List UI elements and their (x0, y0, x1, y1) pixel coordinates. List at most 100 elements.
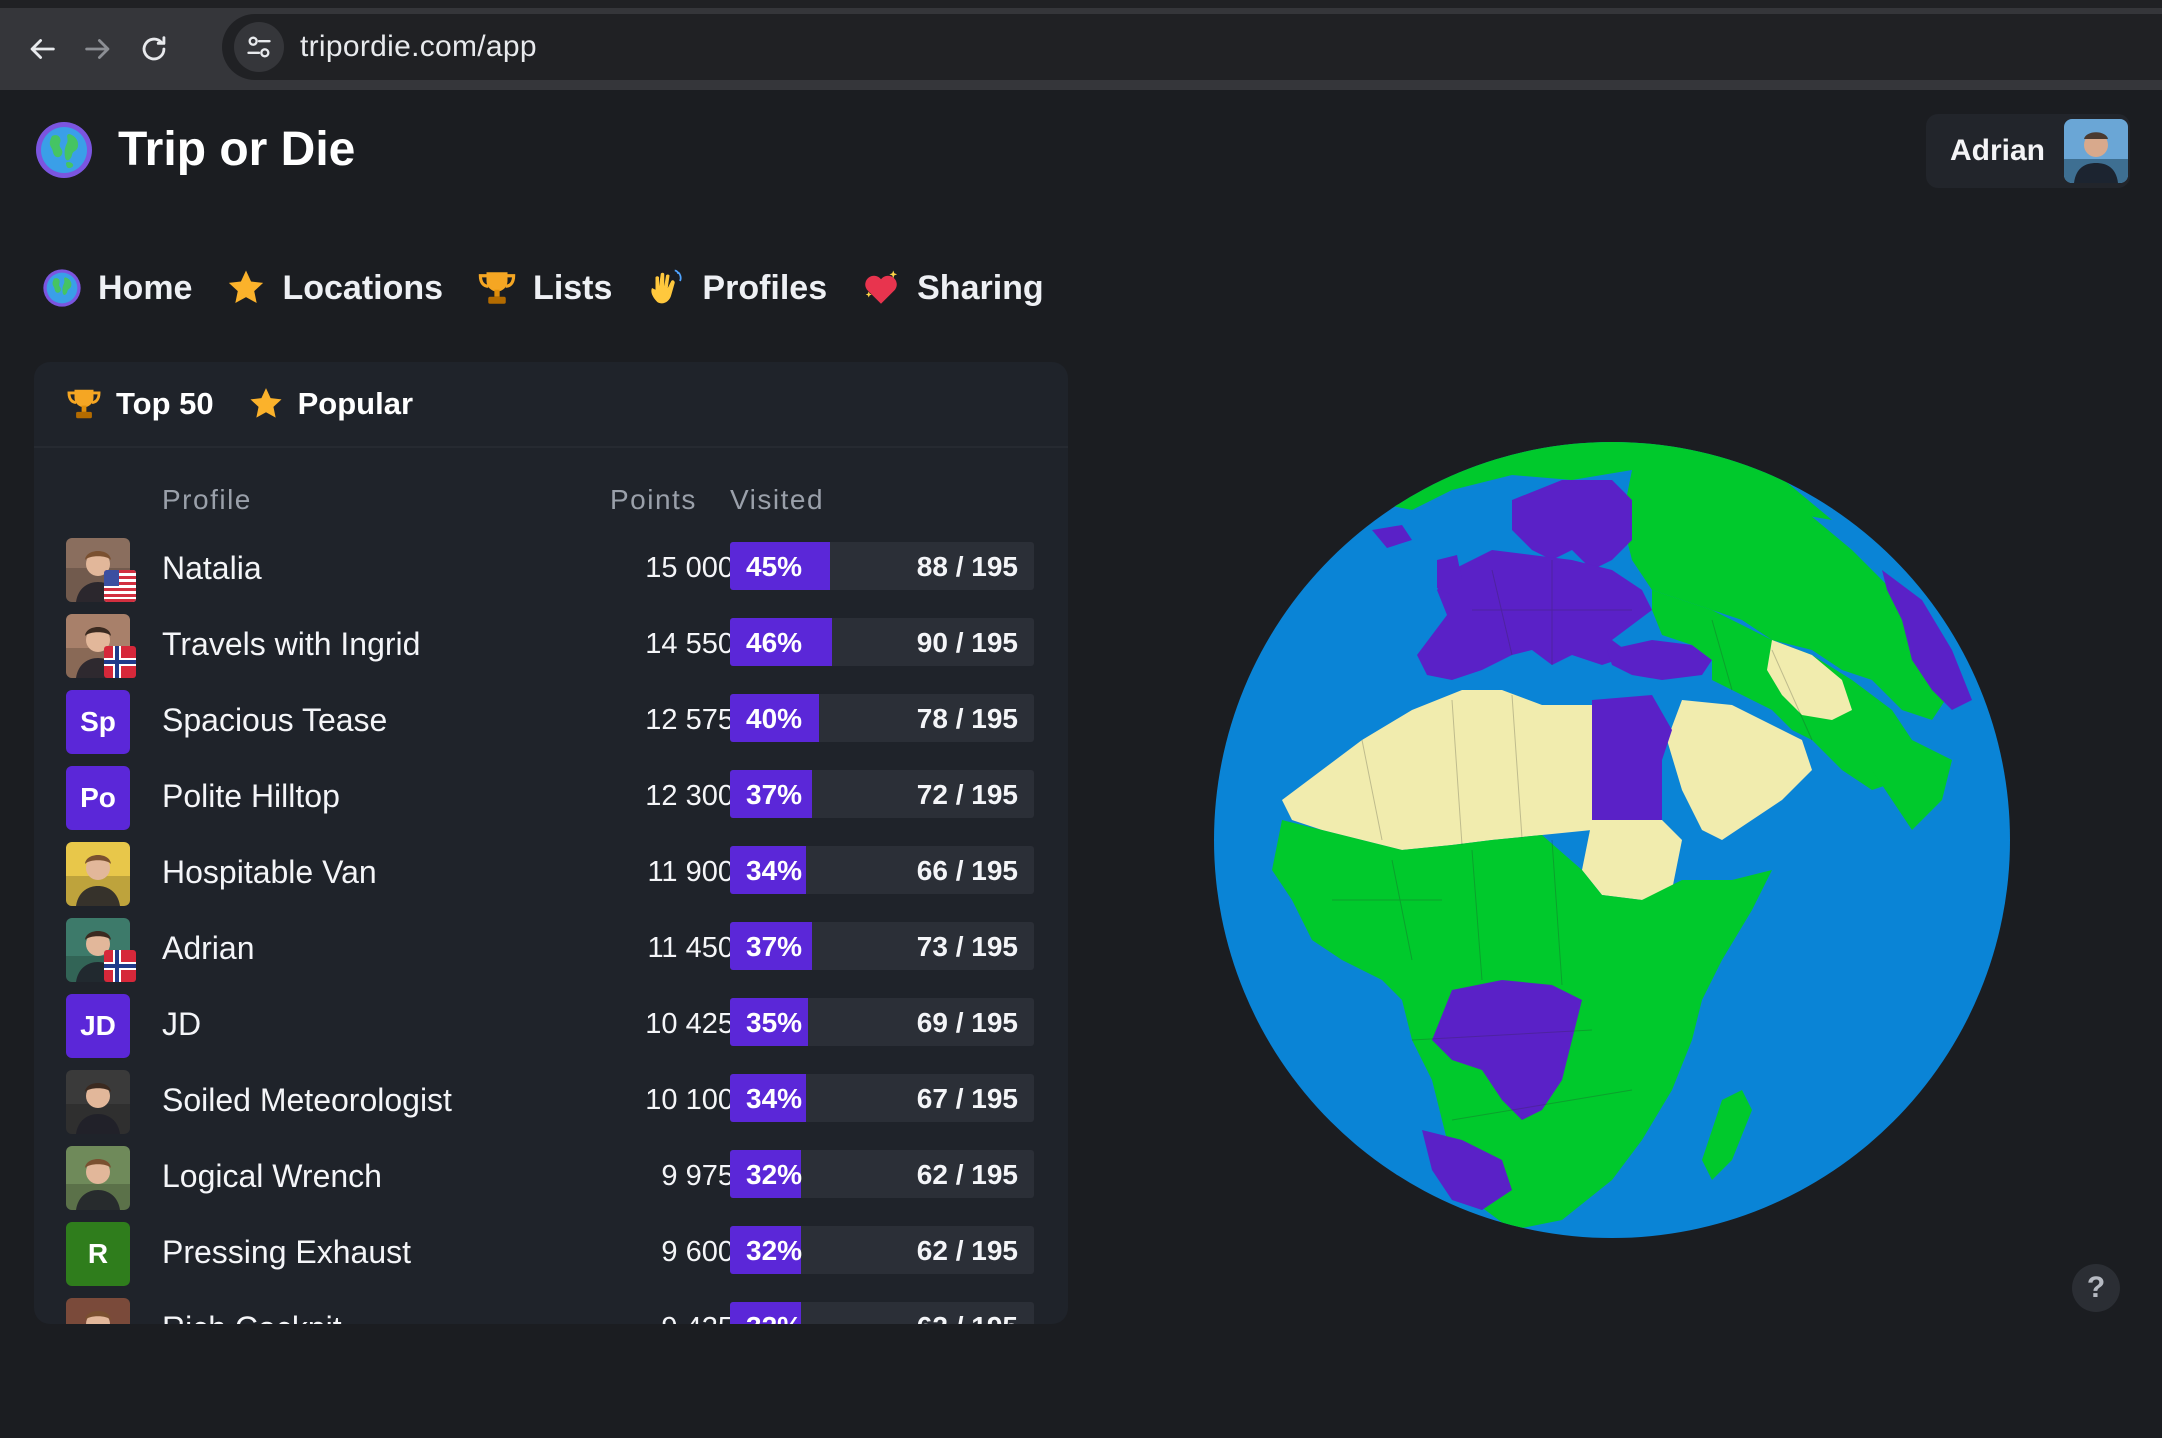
app-header: Trip or Die Adrian (0, 90, 2162, 210)
leaderboard-row[interactable]: Adrian 11 450 37% 73 / 195 (34, 912, 1068, 988)
leaderboard-tabs: Top 50 Popular (34, 362, 1068, 448)
points-value: 9 975 (661, 1160, 734, 1192)
site-settings-button[interactable] (234, 22, 284, 72)
leaderboard-row[interactable]: Logical Wrench 9 975 32% 62 / 195 (34, 1140, 1068, 1216)
avatar[interactable] (66, 1298, 130, 1324)
avatar-initials: R (87, 1238, 109, 1269)
visited-progress-fill (730, 1226, 801, 1274)
tab-top-50-label: Top 50 (116, 386, 214, 421)
land-arabia[interactable] (1667, 700, 1812, 840)
avatar-initials: JD (80, 1010, 116, 1041)
visited-count: 62 / 195 (916, 1235, 1018, 1266)
land-turkey[interactable] (1607, 640, 1712, 680)
avatar[interactable] (66, 1070, 130, 1134)
avatar[interactable]: R (66, 1222, 130, 1286)
land-sudan[interactable] (1582, 820, 1682, 900)
land-uk[interactable] (1437, 555, 1462, 595)
visited-count: 66 / 195 (916, 855, 1018, 886)
nav-profiles[interactable]: Profiles (644, 266, 827, 310)
address-bar[interactable]: tripordie.com/app (222, 14, 2162, 80)
visited-progress-fill (730, 998, 808, 1046)
land-europe[interactable] (1417, 550, 1652, 680)
leaderboard-row[interactable]: R Pressing Exhaust 9 600 32% 62 / 195 (34, 1216, 1068, 1292)
land-far-east[interactable] (1882, 570, 1972, 710)
profile-name[interactable]: Natalia (162, 550, 262, 586)
country-borders (1332, 560, 1813, 1121)
leaderboard-row[interactable]: Hospitable Van 11 900 34% 66 / 195 (34, 836, 1068, 912)
visited-count: 78 / 195 (916, 703, 1018, 734)
avatar[interactable]: Sp (66, 690, 130, 754)
profile-name[interactable]: Soiled Meteorologist (162, 1082, 452, 1118)
points-value: 9 425 (554, 1312, 734, 1324)
visited-count: 62 / 195 (917, 1311, 1018, 1324)
column-header-points[interactable]: Points (610, 484, 697, 515)
leaderboard-row[interactable]: Natalia 15 000 45% 88 / 195 (34, 532, 1068, 608)
profile-name[interactable]: Pressing Exhaust (162, 1234, 412, 1270)
land-russia[interactable] (1622, 470, 1952, 720)
visited-count: 88 / 195 (916, 551, 1018, 582)
tab-popular[interactable]: Popular (246, 384, 413, 424)
leaderboard-panel: Top 50 Popular Profile Points Visited Na… (34, 362, 1068, 1324)
nav-home[interactable]: Home (40, 266, 192, 310)
column-header-visited[interactable]: Visited (730, 484, 825, 515)
visited-progress-bar: 37% 73 / 195 (730, 922, 1034, 970)
app-title[interactable]: Trip or Die (118, 123, 356, 176)
url-text[interactable]: tripordie.com/app (300, 30, 537, 63)
land-scandinavia[interactable] (1512, 480, 1632, 570)
visited-progress-bar: 32% 62 / 195 (730, 1302, 1034, 1324)
nav-sharing[interactable]: Sharing (859, 266, 1044, 310)
world-globe-map[interactable] (1212, 440, 2012, 1240)
profile-name[interactable]: Logical Wrench (162, 1158, 382, 1194)
avatar[interactable]: Po (66, 766, 130, 830)
land-southern-africa[interactable] (1422, 1130, 1512, 1210)
help-button[interactable]: ? (2072, 1264, 2120, 1312)
profile-name[interactable]: Adrian (162, 930, 255, 966)
star-icon (246, 384, 286, 424)
main-nav: Home Locations Lists Profiles (40, 262, 1076, 314)
norway-flag (104, 950, 136, 982)
leaderboard-row[interactable]: Soiled Meteorologist 10 100 34% 67 / 195 (34, 1064, 1068, 1140)
visited-percent: 35% (746, 1007, 803, 1038)
land-north-africa[interactable] (1282, 690, 1612, 850)
land-iceland[interactable] (1372, 525, 1412, 548)
visited-percent: 45% (746, 551, 803, 582)
leaderboard-row[interactable]: Po Polite Hilltop 12 300 37% 72 / 195 (34, 760, 1068, 836)
tab-top-50[interactable]: Top 50 (64, 384, 214, 424)
profile-name[interactable]: Spacious Tease (162, 702, 388, 738)
back-button[interactable] (14, 21, 70, 77)
visited-progress-fill (730, 618, 833, 666)
norway-flag (104, 646, 136, 678)
profile-name[interactable]: JD (162, 1006, 202, 1042)
leaderboard-row[interactable]: Sp Spacious Tease 12 575 40% 78 / 195 (34, 684, 1068, 760)
nav-lists[interactable]: Lists (475, 266, 612, 310)
nav-profiles-label: Profiles (702, 268, 828, 307)
forward-button[interactable] (70, 21, 126, 77)
visited-percent: 46% (746, 627, 803, 658)
reload-button[interactable] (126, 21, 182, 77)
land-south-asia[interactable] (1852, 730, 1952, 830)
avatar[interactable] (66, 842, 130, 906)
visited-progress-fill (730, 542, 830, 590)
profile-name[interactable]: Polite Hilltop (162, 778, 340, 814)
profile-name[interactable]: Rich Cockpit (162, 1310, 342, 1324)
nav-locations[interactable]: Locations (224, 266, 443, 310)
leaderboard-row[interactable]: Travels with Ingrid 14 550 46% 90 / 195 (34, 608, 1068, 684)
land-egypt[interactable] (1592, 695, 1672, 820)
avatar[interactable]: JD (66, 994, 130, 1058)
leaderboard-row[interactable]: Rich Cockpit 9 425 32% 62 / 195 (34, 1292, 1068, 1324)
visited-count: 72 / 195 (916, 779, 1018, 810)
land-madagascar[interactable] (1702, 1090, 1752, 1180)
user-menu-button[interactable]: Adrian (1926, 114, 2130, 188)
land-iran[interactable] (1767, 640, 1852, 720)
profile-name[interactable]: Hospitable Van (162, 854, 377, 890)
avatar[interactable] (66, 1146, 130, 1210)
leaderboard-row[interactable]: JD JD 10 425 35% 69 / 195 (34, 988, 1068, 1064)
site-settings-icon (247, 36, 271, 58)
visited-count: 67 / 195 (916, 1083, 1018, 1114)
points-value: 10 100 (645, 1084, 734, 1116)
globe-icon[interactable] (34, 120, 94, 180)
column-header-profile[interactable]: Profile (162, 484, 252, 515)
land-central-africa[interactable] (1432, 980, 1582, 1120)
visited-progress-bar: 32% 62 / 195 (730, 1226, 1034, 1274)
profile-name[interactable]: Travels with Ingrid (162, 626, 421, 662)
